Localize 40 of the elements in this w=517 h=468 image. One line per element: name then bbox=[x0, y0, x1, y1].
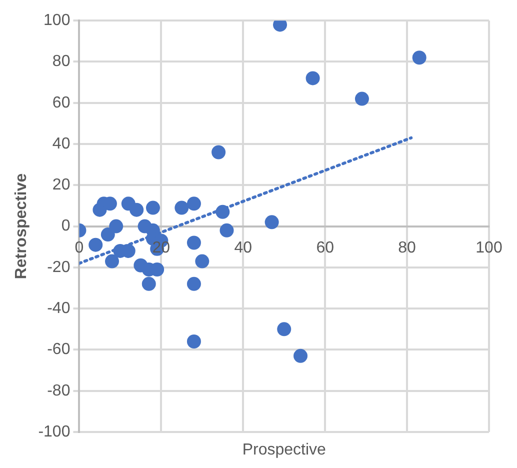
y-tick-label: -80 bbox=[47, 382, 70, 400]
point bbox=[195, 254, 210, 268]
x-tick-label: 0 bbox=[74, 240, 84, 257]
point bbox=[306, 71, 320, 86]
point bbox=[146, 200, 160, 215]
point bbox=[174, 200, 189, 215]
point bbox=[212, 145, 226, 160]
y-tick-label: 60 bbox=[52, 94, 70, 112]
point bbox=[412, 50, 426, 65]
point bbox=[88, 238, 103, 252]
y-axis-title: Retrospective bbox=[13, 173, 30, 280]
y-tick-label: -20 bbox=[47, 258, 70, 276]
y-tick-label: 100 bbox=[44, 12, 70, 30]
x-tick-label: 40 bbox=[234, 240, 252, 257]
point bbox=[109, 219, 124, 234]
y-tick-label: 0 bbox=[61, 218, 70, 235]
point bbox=[294, 348, 308, 363]
point bbox=[277, 322, 292, 336]
y-tick-label: 40 bbox=[52, 135, 70, 152]
x-tick-label: 80 bbox=[398, 240, 416, 257]
point bbox=[354, 92, 369, 106]
y-tick-label: 80 bbox=[52, 53, 70, 70]
y-tick-label: -40 bbox=[47, 300, 70, 317]
point bbox=[216, 204, 230, 219]
point bbox=[100, 228, 115, 242]
y-tick-label: 20 bbox=[52, 176, 70, 194]
x-tick-label: 60 bbox=[316, 240, 334, 257]
x-tick-label: 100 bbox=[476, 240, 502, 257]
y-tick-label: -100 bbox=[38, 423, 70, 440]
point bbox=[264, 215, 279, 230]
point bbox=[105, 254, 120, 268]
y-tick-label: -60 bbox=[47, 341, 70, 358]
point bbox=[142, 276, 156, 291]
point bbox=[186, 334, 201, 348]
point bbox=[220, 223, 234, 238]
x-axis-title: Prospective bbox=[242, 441, 326, 458]
point bbox=[130, 202, 144, 217]
point bbox=[186, 196, 201, 211]
point bbox=[186, 236, 201, 250]
point bbox=[186, 276, 201, 291]
